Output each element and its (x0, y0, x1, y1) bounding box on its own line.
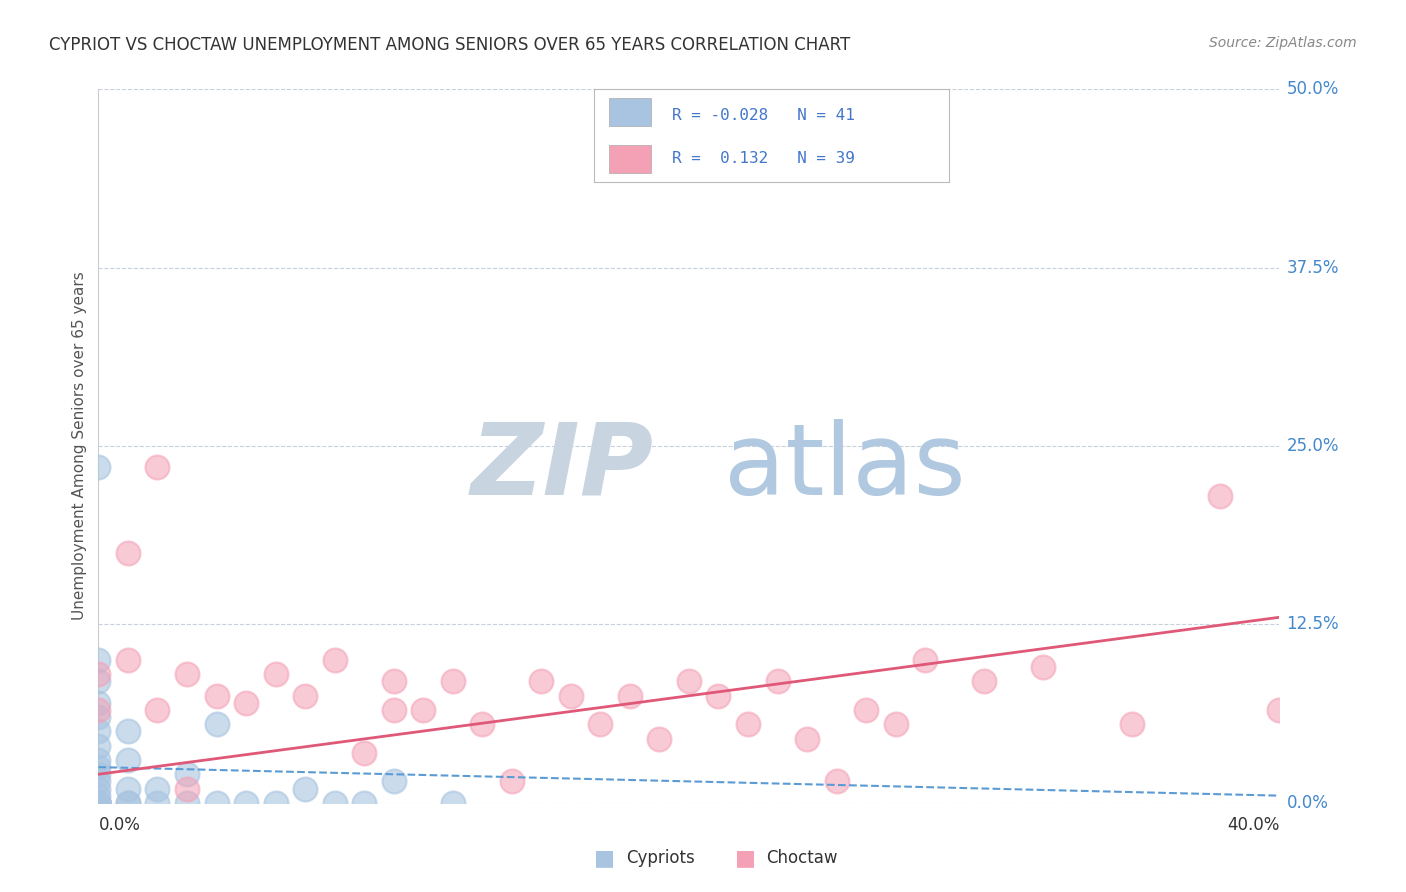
Point (235, 696, 257, 710)
Point (323, 796, 346, 810)
Point (87, 796, 110, 810)
Point (205, 796, 228, 810)
Point (205, 717, 228, 731)
Point (294, 689, 316, 703)
Text: 37.5%: 37.5% (1286, 259, 1339, 277)
Point (87, 796, 110, 810)
Point (884, 717, 907, 731)
Point (264, 796, 287, 810)
Point (87, 796, 110, 810)
Point (117, 796, 139, 810)
Point (87, 796, 110, 810)
Point (87, 796, 110, 810)
Y-axis label: Unemployment Among Seniors over 65 years: Unemployment Among Seniors over 65 years (72, 272, 87, 620)
Point (1032, 660, 1054, 674)
Point (1209, 489, 1232, 503)
Point (176, 796, 198, 810)
Point (176, 667, 198, 681)
Point (87, 774, 110, 789)
Point (87, 710, 110, 724)
Point (146, 703, 169, 717)
Point (87, 796, 110, 810)
Point (87, 789, 110, 803)
Point (87, 460, 110, 475)
Point (87, 739, 110, 753)
Point (87, 653, 110, 667)
Point (707, 689, 730, 703)
Point (737, 717, 759, 731)
Point (146, 796, 169, 810)
Text: 50.0%: 50.0% (1286, 80, 1339, 98)
Point (353, 746, 375, 760)
Point (648, 731, 671, 746)
Point (855, 703, 877, 717)
Text: 25.0%: 25.0% (1286, 437, 1339, 455)
Text: 0.0%: 0.0% (98, 816, 141, 834)
Point (146, 460, 169, 475)
Point (471, 717, 494, 731)
Point (914, 653, 936, 667)
Text: Choctaw: Choctaw (766, 849, 838, 867)
Point (87, 796, 110, 810)
Point (146, 781, 169, 796)
Point (678, 674, 700, 689)
Point (825, 774, 848, 789)
Point (87, 781, 110, 796)
Point (87, 760, 110, 774)
Point (87, 724, 110, 739)
Text: atlas: atlas (724, 419, 966, 516)
Point (87, 703, 110, 717)
Point (117, 724, 139, 739)
Point (796, 731, 818, 746)
Point (382, 703, 405, 717)
Point (766, 674, 789, 689)
Point (117, 546, 139, 560)
Point (973, 674, 995, 689)
Text: ■: ■ (595, 848, 614, 868)
Point (441, 674, 464, 689)
Point (87, 796, 110, 810)
Point (205, 689, 228, 703)
Point (589, 717, 612, 731)
Point (412, 703, 434, 717)
Point (176, 767, 198, 781)
Text: Source: ZipAtlas.com: Source: ZipAtlas.com (1209, 36, 1357, 50)
Point (441, 796, 464, 810)
Text: 12.5%: 12.5% (1286, 615, 1339, 633)
Point (117, 781, 139, 796)
Point (117, 796, 139, 810)
Point (530, 674, 553, 689)
Point (264, 667, 287, 681)
Point (87, 667, 110, 681)
Point (87, 767, 110, 781)
Point (294, 781, 316, 796)
Point (176, 781, 198, 796)
Point (619, 689, 641, 703)
Text: 40.0%: 40.0% (1227, 816, 1279, 834)
Text: 0.0%: 0.0% (1286, 794, 1329, 812)
Text: ZIP: ZIP (471, 419, 654, 516)
Point (1121, 717, 1143, 731)
Point (353, 796, 375, 810)
Point (382, 674, 405, 689)
Point (382, 774, 405, 789)
Point (87, 696, 110, 710)
Point (87, 674, 110, 689)
Text: ■: ■ (735, 848, 755, 868)
Point (117, 753, 139, 767)
Point (1268, 703, 1291, 717)
Point (323, 653, 346, 667)
Point (501, 774, 523, 789)
Point (560, 689, 582, 703)
Point (87, 753, 110, 767)
Text: Cypriots: Cypriots (626, 849, 695, 867)
Point (87, 796, 110, 810)
Point (117, 653, 139, 667)
Text: CYPRIOT VS CHOCTAW UNEMPLOYMENT AMONG SENIORS OVER 65 YEARS CORRELATION CHART: CYPRIOT VS CHOCTAW UNEMPLOYMENT AMONG SE… (49, 36, 851, 54)
Point (87, 796, 110, 810)
Point (235, 796, 257, 810)
